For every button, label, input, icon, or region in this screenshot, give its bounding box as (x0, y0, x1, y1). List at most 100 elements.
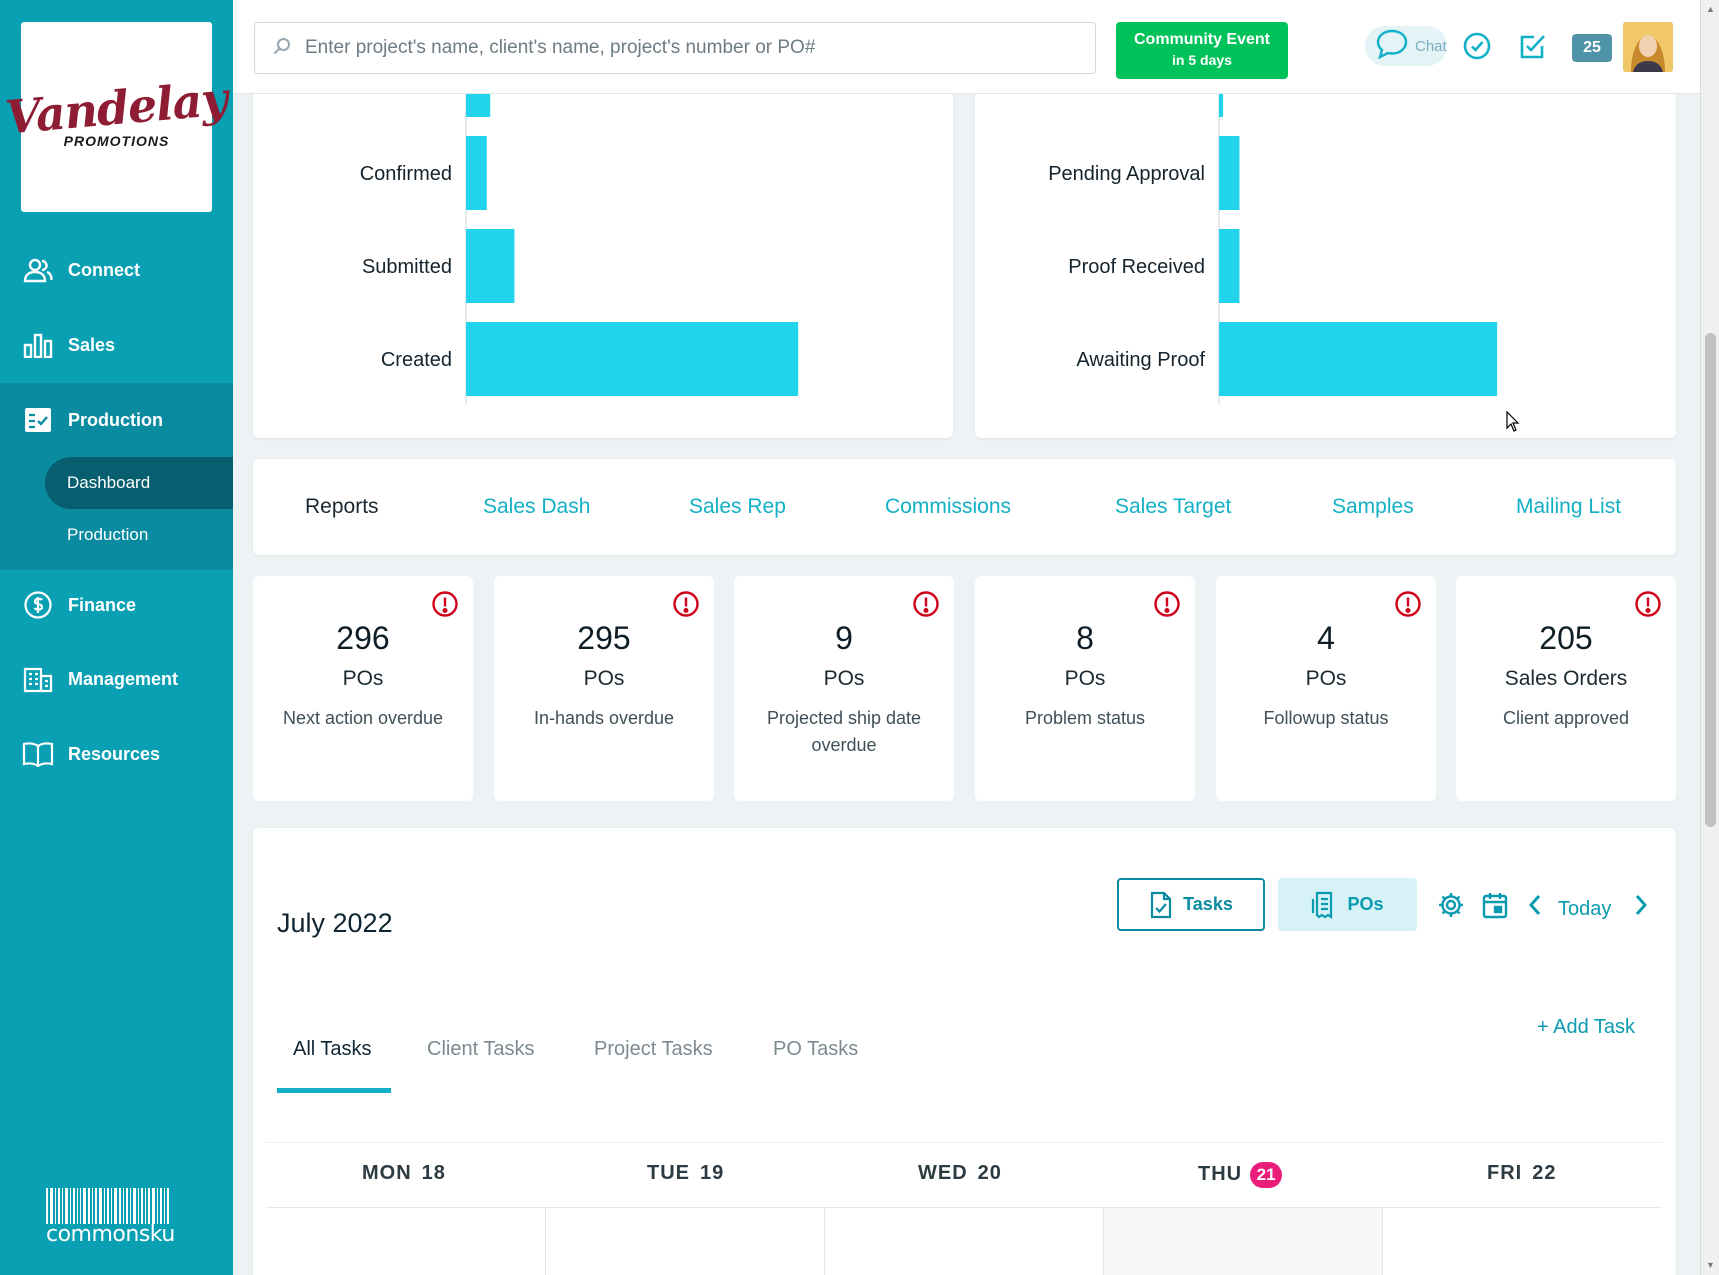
brand-logo[interactable]: Vandelay PROMOTIONS (3, 22, 230, 212)
calendar-icon[interactable] (1479, 889, 1511, 921)
stat-description: Next action overdue (282, 708, 444, 728)
community-event-button[interactable]: Community Event in 5 days (1116, 22, 1288, 79)
document-check-icon (1151, 891, 1172, 918)
scroll-down-icon[interactable]: ▼ (1706, 1260, 1715, 1270)
alert-icon (1634, 590, 1662, 618)
stat-description: Problem status (1024, 708, 1146, 728)
day-number: 18 (421, 1162, 446, 1184)
sidebar-item-finance[interactable]: Finance (0, 568, 233, 642)
chevron-left-icon[interactable] (1523, 889, 1547, 921)
sidebar-item-sales[interactable]: Sales (0, 308, 233, 382)
settings-gear-icon[interactable] (1435, 889, 1467, 921)
reports-heading: Reports (305, 495, 379, 518)
tab-all-tasks[interactable]: All Tasks (293, 1038, 372, 1060)
chart-bar[interactable] (1219, 322, 1498, 396)
alert-icon (912, 590, 940, 618)
scrollbar-thumb[interactable] (1705, 333, 1716, 827)
sidebar-subitem-production[interactable]: Production (67, 525, 149, 544)
avatar[interactable] (1623, 22, 1673, 72)
page-scrollbar[interactable]: ▲ ▼ (1700, 0, 1719, 1275)
tab-po-tasks[interactable]: PO Tasks (773, 1038, 859, 1060)
stat-card[interactable]: 4 POs Followup status (1216, 576, 1436, 801)
chevron-right-icon[interactable] (1629, 889, 1653, 921)
chart-bar[interactable] (1219, 229, 1240, 303)
day-name: MON (362, 1162, 412, 1184)
day-name: WED (918, 1162, 968, 1184)
day-number: 19 (700, 1162, 725, 1184)
checklist-icon (22, 406, 54, 434)
stat-unit: POs (1064, 667, 1106, 690)
notification-badge[interactable]: 25 (1572, 34, 1612, 62)
chart-bar-partial[interactable] (1219, 88, 1224, 117)
day-name: THU (1198, 1163, 1243, 1185)
sidebar-item-label: Production (68, 409, 163, 430)
sidebar-item-resources[interactable]: Resources (0, 717, 233, 791)
report-link-sales-target[interactable]: Sales Target (1115, 495, 1232, 518)
bar-chart-icon (22, 331, 54, 359)
stat-number: 205 (1539, 620, 1593, 656)
chart-bar[interactable] (1219, 136, 1240, 210)
commonsku-logo: commonsku (46, 1188, 186, 1247)
report-link-commissions[interactable]: Commissions (885, 495, 1012, 518)
production-nav-group: Production Dashboard Production (0, 383, 233, 570)
scroll-up-icon[interactable]: ▲ (1706, 4, 1715, 14)
sidebar-item-management[interactable]: Management (0, 642, 233, 716)
sidebar-item-label: Resources (68, 743, 161, 764)
stat-unit: Sales Orders (1504, 667, 1628, 690)
day-number: 20 (977, 1162, 1002, 1184)
calendar-column-divider (1382, 1207, 1383, 1275)
stat-card[interactable]: 8 POs Problem status (975, 576, 1195, 801)
stat-card[interactable]: 295 POs In-hands overdue (494, 576, 714, 801)
sidebar-item-production[interactable]: Production (0, 383, 233, 457)
chart-bar[interactable] (466, 136, 487, 210)
pos-toggle-button[interactable]: POs (1278, 878, 1417, 931)
tasks-toggle-button[interactable]: Tasks (1117, 878, 1265, 931)
search-input[interactable] (305, 37, 1065, 59)
day-header-thu: THU 21 (1198, 1162, 1283, 1188)
day-header-wed: WED 20 (918, 1162, 1002, 1185)
today-button[interactable]: Today (1558, 898, 1612, 920)
report-link-samples[interactable]: Samples (1332, 495, 1414, 518)
stat-card[interactable]: 296 POs Next action overdue (253, 576, 473, 801)
tab-client-tasks[interactable]: Client Tasks (427, 1038, 535, 1060)
po-status-chart-card: Confirmed Submitted Created (253, 88, 953, 438)
users-icon (22, 256, 54, 284)
stat-card[interactable]: 205 Sales Orders Client approved (1456, 576, 1676, 801)
stat-description: Client approved (1502, 708, 1630, 728)
event-line-2: in 5 days (1172, 52, 1232, 68)
report-link-sales-dash[interactable]: Sales Dash (483, 495, 591, 518)
task-edit-icon[interactable] (1517, 30, 1549, 62)
report-link-sales-rep[interactable]: Sales Rep (689, 495, 786, 518)
report-link-mailing-list[interactable]: Mailing List (1516, 495, 1622, 518)
alert-icon (431, 590, 459, 618)
chat-button[interactable]: Chat (1365, 26, 1447, 66)
day-header-fri: FRI 22 (1487, 1162, 1556, 1185)
sidebar-item-connect[interactable]: Connect (0, 233, 233, 307)
po-status-chart: Confirmed Submitted Created (360, 88, 799, 404)
stat-description: Followup status (1263, 708, 1389, 728)
chat-label: Chat (1415, 37, 1447, 55)
logo-main-text: Vandelay (3, 71, 230, 145)
stat-number: 8 (1076, 620, 1094, 656)
stat-card[interactable]: 9 POs Projected ship date overdue (734, 576, 954, 801)
alert-icon (672, 590, 700, 618)
tab-project-tasks[interactable]: Project Tasks (594, 1038, 713, 1060)
logo-sub-text: PROMOTIONS (63, 133, 170, 149)
pos-button-label: POs (1347, 894, 1384, 914)
sidebar: Vandelay PROMOTIONS Connect Sales Produc… (0, 0, 233, 1275)
today-column-highlight (1103, 1208, 1382, 1275)
chart-category-label: Pending Approval (1048, 163, 1205, 185)
calendar-title: July 2022 (277, 908, 393, 938)
sidebar-subitem-dashboard[interactable]: Dashboard (45, 457, 233, 509)
clock-check-icon[interactable] (1461, 30, 1493, 62)
stat-number: 295 (577, 620, 631, 656)
chart-bar[interactable] (466, 229, 515, 303)
day-header-tue: TUE 19 (647, 1162, 724, 1185)
calendar-column-divider (824, 1207, 825, 1275)
search-box[interactable] (254, 22, 1096, 74)
add-task-button[interactable]: + Add Task (1537, 1016, 1636, 1038)
chart-category-label: Submitted (362, 256, 452, 278)
sidebar-item-label: Finance (68, 594, 137, 615)
mouse-cursor-icon (1506, 410, 1520, 438)
chart-bar[interactable] (466, 322, 799, 396)
